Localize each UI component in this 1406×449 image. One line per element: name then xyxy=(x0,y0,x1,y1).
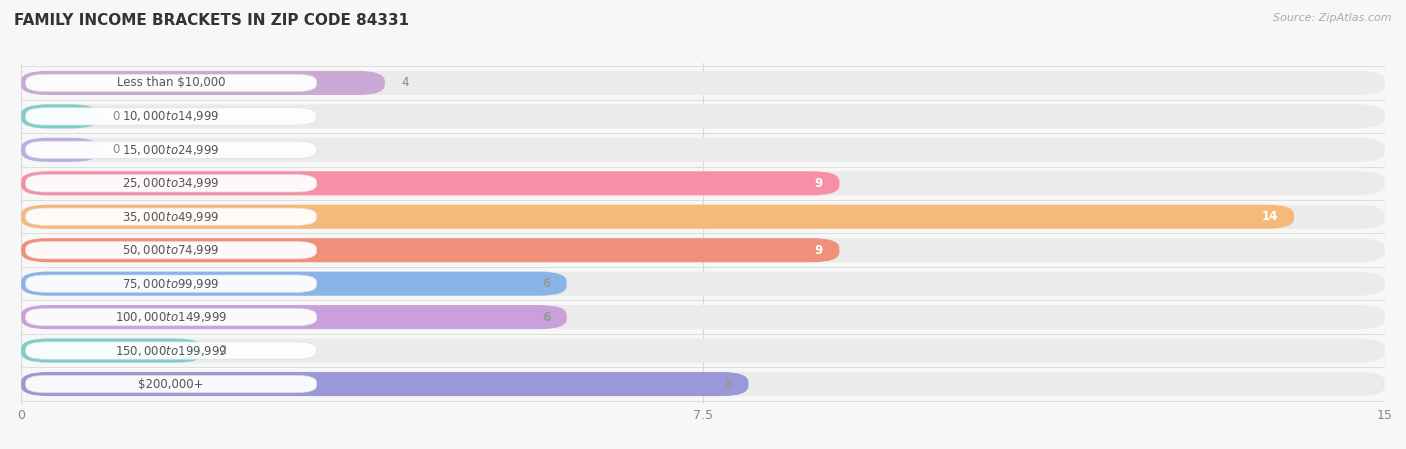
Text: $35,000 to $49,999: $35,000 to $49,999 xyxy=(122,210,219,224)
Text: $150,000 to $199,999: $150,000 to $199,999 xyxy=(115,343,228,357)
FancyBboxPatch shape xyxy=(21,339,202,363)
FancyBboxPatch shape xyxy=(21,205,1294,229)
FancyBboxPatch shape xyxy=(21,71,1385,95)
Text: 6: 6 xyxy=(541,311,550,324)
Text: 2: 2 xyxy=(219,344,226,357)
FancyBboxPatch shape xyxy=(21,71,385,95)
Text: FAMILY INCOME BRACKETS IN ZIP CODE 84331: FAMILY INCOME BRACKETS IN ZIP CODE 84331 xyxy=(14,13,409,28)
FancyBboxPatch shape xyxy=(25,242,316,259)
FancyBboxPatch shape xyxy=(21,372,748,396)
FancyBboxPatch shape xyxy=(25,108,316,125)
Text: 9: 9 xyxy=(814,244,823,257)
FancyBboxPatch shape xyxy=(21,104,98,128)
FancyBboxPatch shape xyxy=(21,171,839,195)
FancyBboxPatch shape xyxy=(25,375,316,393)
Text: 9: 9 xyxy=(814,177,823,190)
Text: 6: 6 xyxy=(541,277,550,290)
Text: $100,000 to $149,999: $100,000 to $149,999 xyxy=(115,310,228,324)
FancyBboxPatch shape xyxy=(21,138,1385,162)
FancyBboxPatch shape xyxy=(25,175,316,192)
FancyBboxPatch shape xyxy=(25,275,316,292)
Text: 4: 4 xyxy=(401,76,409,89)
Text: 0: 0 xyxy=(112,143,120,156)
FancyBboxPatch shape xyxy=(21,238,839,262)
Text: $25,000 to $34,999: $25,000 to $34,999 xyxy=(122,176,219,190)
FancyBboxPatch shape xyxy=(21,339,1385,363)
Text: Less than $10,000: Less than $10,000 xyxy=(117,76,225,89)
FancyBboxPatch shape xyxy=(21,272,567,296)
FancyBboxPatch shape xyxy=(25,141,316,158)
FancyBboxPatch shape xyxy=(25,74,316,92)
FancyBboxPatch shape xyxy=(25,208,316,225)
Text: 14: 14 xyxy=(1261,210,1278,223)
FancyBboxPatch shape xyxy=(21,138,98,162)
FancyBboxPatch shape xyxy=(21,272,1385,296)
FancyBboxPatch shape xyxy=(21,104,1385,128)
FancyBboxPatch shape xyxy=(25,342,316,359)
Text: $10,000 to $14,999: $10,000 to $14,999 xyxy=(122,110,219,123)
Text: 8: 8 xyxy=(724,378,733,391)
FancyBboxPatch shape xyxy=(21,171,1385,195)
FancyBboxPatch shape xyxy=(21,238,1385,262)
Text: $75,000 to $99,999: $75,000 to $99,999 xyxy=(122,277,219,291)
Text: 0: 0 xyxy=(112,110,120,123)
FancyBboxPatch shape xyxy=(21,205,1385,229)
Text: $200,000+: $200,000+ xyxy=(138,378,204,391)
Text: $50,000 to $74,999: $50,000 to $74,999 xyxy=(122,243,219,257)
FancyBboxPatch shape xyxy=(21,372,1385,396)
FancyBboxPatch shape xyxy=(25,308,316,326)
Text: $15,000 to $24,999: $15,000 to $24,999 xyxy=(122,143,219,157)
FancyBboxPatch shape xyxy=(21,305,567,329)
Text: Source: ZipAtlas.com: Source: ZipAtlas.com xyxy=(1274,13,1392,23)
FancyBboxPatch shape xyxy=(21,305,1385,329)
